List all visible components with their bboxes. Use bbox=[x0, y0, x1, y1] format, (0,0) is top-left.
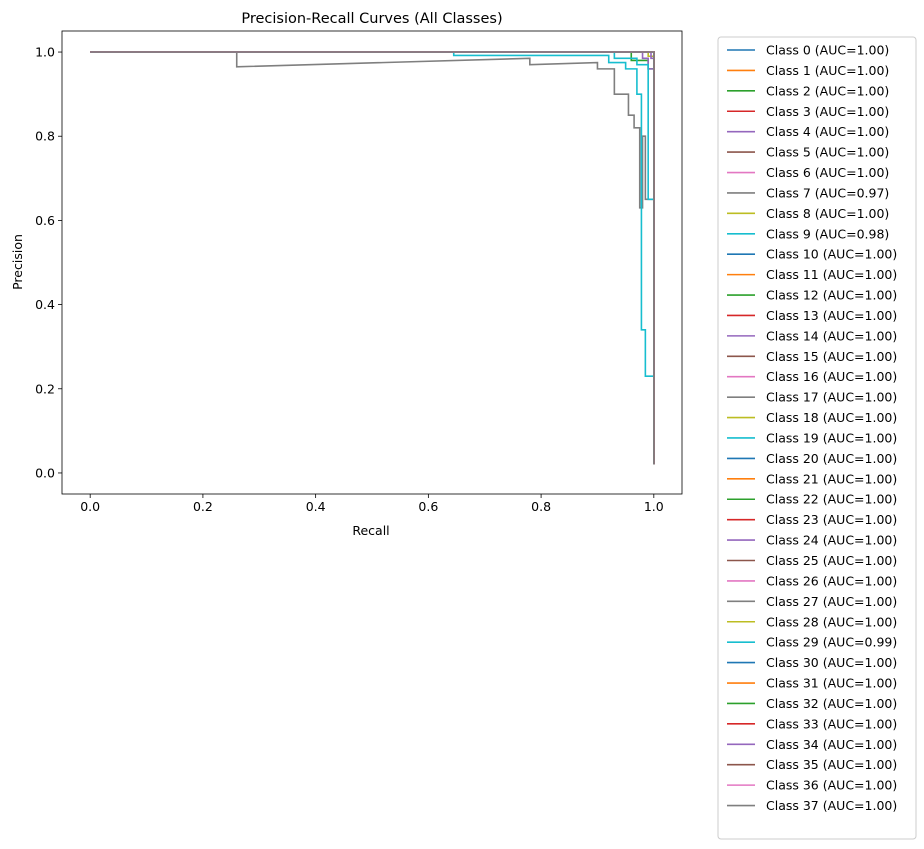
legend-label: Class 36 (AUC=1.00) bbox=[766, 778, 897, 793]
series-line-class-8 bbox=[90, 51, 655, 465]
y-tick-label: 0.8 bbox=[35, 129, 55, 144]
series-line-class-11 bbox=[90, 51, 655, 465]
legend-label: Class 15 (AUC=1.00) bbox=[766, 349, 897, 364]
x-axis-label: Recall bbox=[352, 523, 389, 538]
legend-label: Class 8 (AUC=1.00) bbox=[766, 206, 889, 221]
legend-label: Class 34 (AUC=1.00) bbox=[766, 737, 897, 752]
legend-label: Class 6 (AUC=1.00) bbox=[766, 165, 889, 180]
series-line-class-9 bbox=[90, 51, 655, 465]
series-line-class-37 bbox=[90, 51, 655, 465]
chart-title: Precision-Recall Curves (All Classes) bbox=[241, 11, 502, 27]
series-line-class-14 bbox=[90, 51, 655, 465]
x-axis-ticks: 0.0 0.2 0.4 0.6 0.8 1.0 bbox=[80, 494, 664, 514]
legend-label: Class 16 (AUC=1.00) bbox=[766, 369, 897, 384]
x-tick-label: 0.8 bbox=[531, 499, 551, 514]
legend-label: Class 14 (AUC=1.00) bbox=[766, 328, 897, 343]
series-line-class-3 bbox=[90, 51, 655, 465]
series-line-class-30 bbox=[90, 51, 655, 465]
legend-label: Class 28 (AUC=1.00) bbox=[766, 614, 897, 629]
x-tick-label: 0.6 bbox=[418, 499, 438, 514]
series-line-class-25 bbox=[90, 51, 655, 465]
plot-area bbox=[61, 30, 683, 495]
series-line-class-17 bbox=[90, 51, 655, 465]
legend-label: Class 29 (AUC=0.99) bbox=[766, 635, 897, 650]
series-line-class-34 bbox=[90, 51, 655, 465]
series-line-class-36 bbox=[90, 51, 655, 465]
series-line-class-15 bbox=[90, 51, 655, 465]
series-line-class-21 bbox=[90, 51, 655, 465]
series-line-class-33 bbox=[90, 51, 655, 465]
legend-label: Class 26 (AUC=1.00) bbox=[766, 573, 897, 588]
legend-label: Class 18 (AUC=1.00) bbox=[766, 410, 897, 425]
series-line-class-27 bbox=[90, 51, 655, 465]
legend-label: Class 2 (AUC=1.00) bbox=[766, 83, 889, 98]
legend-label: Class 32 (AUC=1.00) bbox=[766, 696, 897, 711]
series-line-class-31 bbox=[90, 51, 655, 465]
legend-label: Class 20 (AUC=1.00) bbox=[766, 451, 897, 466]
series-line-class-32 bbox=[90, 51, 655, 465]
x-tick-label: 0.4 bbox=[306, 499, 326, 514]
y-tick-label: 0.2 bbox=[35, 381, 55, 396]
legend-label: Class 30 (AUC=1.00) bbox=[766, 655, 897, 670]
series-line-class-12 bbox=[90, 51, 655, 465]
plot-frame bbox=[61, 30, 683, 495]
legend-label: Class 22 (AUC=1.00) bbox=[766, 492, 897, 507]
series-line-class-0 bbox=[90, 51, 655, 465]
legend-label: Class 21 (AUC=1.00) bbox=[766, 471, 897, 486]
x-tick-label: 1.0 bbox=[644, 499, 664, 514]
y-tick-label: 0.4 bbox=[35, 297, 55, 312]
series-line-class-22 bbox=[90, 51, 655, 465]
legend-label: Class 24 (AUC=1.00) bbox=[766, 533, 897, 548]
legend-label: Class 13 (AUC=1.00) bbox=[766, 308, 897, 323]
legend-label: Class 9 (AUC=0.98) bbox=[766, 226, 889, 241]
series-line-class-26 bbox=[90, 51, 655, 465]
legend-label: Class 1 (AUC=1.00) bbox=[766, 63, 889, 78]
legend-label: Class 0 (AUC=1.00) bbox=[766, 43, 889, 58]
series-layer bbox=[90, 51, 655, 465]
series-line-class-23 bbox=[90, 51, 655, 465]
legend-label: Class 25 (AUC=1.00) bbox=[766, 553, 897, 568]
series-line-class-13 bbox=[90, 51, 655, 465]
series-line-class-5 bbox=[90, 51, 655, 465]
legend: Class 0 (AUC=1.00) Class 1 (AUC=1.00) Clas… bbox=[717, 36, 917, 840]
y-tick-label: 1.0 bbox=[35, 45, 55, 60]
series-line-class-6 bbox=[90, 51, 655, 465]
series-line-class-2 bbox=[90, 51, 655, 465]
legend-label: Class 12 (AUC=1.00) bbox=[766, 288, 897, 303]
series-line-class-1 bbox=[90, 51, 655, 465]
series-line-class-4 bbox=[90, 51, 655, 465]
x-tick-label: 0.2 bbox=[193, 499, 213, 514]
legend-label: Class 37 (AUC=1.00) bbox=[766, 798, 897, 813]
series-line-class-35 bbox=[90, 51, 655, 465]
series-line-class-20 bbox=[90, 51, 655, 465]
series-line-class-28 bbox=[90, 51, 655, 465]
series-line-class-7 bbox=[90, 51, 655, 465]
y-tick-label: 0.0 bbox=[35, 465, 55, 480]
series-line-class-19 bbox=[90, 51, 655, 465]
legend-label: Class 5 (AUC=1.00) bbox=[766, 145, 889, 160]
legend-label: Class 4 (AUC=1.00) bbox=[766, 124, 889, 139]
series-line-class-29 bbox=[90, 51, 655, 465]
y-tick-label: 0.6 bbox=[35, 213, 55, 228]
series-line-class-10 bbox=[90, 51, 655, 465]
legend-label: Class 7 (AUC=0.97) bbox=[766, 185, 889, 200]
y-axis-label: Precision bbox=[10, 234, 25, 290]
legend-label: Class 3 (AUC=1.00) bbox=[766, 104, 889, 119]
legend-label: Class 33 (AUC=1.00) bbox=[766, 716, 897, 731]
legend-label: Class 35 (AUC=1.00) bbox=[766, 757, 897, 772]
series-line-class-24 bbox=[90, 51, 655, 465]
legend-label: Class 17 (AUC=1.00) bbox=[766, 390, 897, 405]
legend-label: Class 23 (AUC=1.00) bbox=[766, 512, 897, 527]
legend-label: Class 19 (AUC=1.00) bbox=[766, 430, 897, 445]
series-line-class-16 bbox=[90, 51, 655, 465]
legend-label: Class 27 (AUC=1.00) bbox=[766, 594, 897, 609]
x-tick-label: 0.0 bbox=[80, 499, 100, 514]
legend-label: Class 10 (AUC=1.00) bbox=[766, 247, 897, 262]
legend-box bbox=[717, 36, 917, 840]
y-axis-ticks: 0.0 0.2 0.4 0.6 0.8 1.0 bbox=[35, 45, 62, 480]
series-line-class-18 bbox=[90, 51, 655, 465]
legend-label: Class 11 (AUC=1.00) bbox=[766, 267, 897, 282]
legend-label: Class 31 (AUC=1.00) bbox=[766, 676, 897, 691]
